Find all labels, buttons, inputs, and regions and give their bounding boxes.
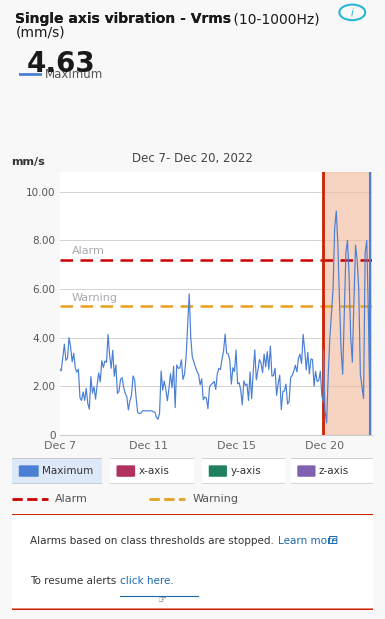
Text: i: i — [351, 8, 354, 19]
FancyBboxPatch shape — [209, 465, 227, 477]
Text: x-axis: x-axis — [139, 465, 169, 475]
Text: click here.: click here. — [120, 576, 174, 586]
Text: Alarm: Alarm — [55, 494, 88, 504]
Text: Maximum: Maximum — [45, 67, 104, 81]
FancyBboxPatch shape — [286, 458, 378, 484]
FancyBboxPatch shape — [6, 458, 107, 484]
FancyBboxPatch shape — [6, 514, 379, 610]
Bar — [323, 172, 372, 435]
Text: Single axis vibration - Vrms: Single axis vibration - Vrms — [15, 12, 231, 27]
Text: Maximum: Maximum — [42, 465, 94, 475]
Text: Warning: Warning — [192, 494, 238, 504]
Text: ☞: ☞ — [157, 595, 166, 605]
Text: ⊡: ⊡ — [328, 534, 339, 547]
Text: Alarm: Alarm — [72, 246, 105, 256]
Text: y-axis: y-axis — [230, 465, 261, 475]
Text: Warning: Warning — [72, 293, 118, 303]
FancyBboxPatch shape — [297, 465, 316, 477]
FancyBboxPatch shape — [19, 465, 38, 477]
Text: Alarms based on class thresholds are stopped.: Alarms based on class thresholds are sto… — [30, 535, 273, 545]
Text: Dec 7- Dec 20, 2022: Dec 7- Dec 20, 2022 — [132, 152, 253, 165]
FancyBboxPatch shape — [117, 465, 135, 477]
FancyBboxPatch shape — [105, 458, 199, 484]
FancyBboxPatch shape — [197, 458, 290, 484]
Text: To resume alerts: To resume alerts — [30, 576, 119, 586]
Text: (mm/s): (mm/s) — [15, 26, 65, 40]
Text: (10-1000Hz): (10-1000Hz) — [229, 12, 320, 27]
Text: Single axis vibration - Vrms: Single axis vibration - Vrms — [15, 12, 231, 27]
Text: z-axis: z-axis — [319, 465, 349, 475]
Text: Single axis vibration - Vrms (10-1000Hz): Single axis vibration - Vrms (10-1000Hz) — [15, 12, 296, 27]
Text: Learn more: Learn more — [278, 535, 337, 545]
Text: mm/s: mm/s — [11, 157, 45, 167]
Text: 4.63: 4.63 — [27, 50, 96, 77]
